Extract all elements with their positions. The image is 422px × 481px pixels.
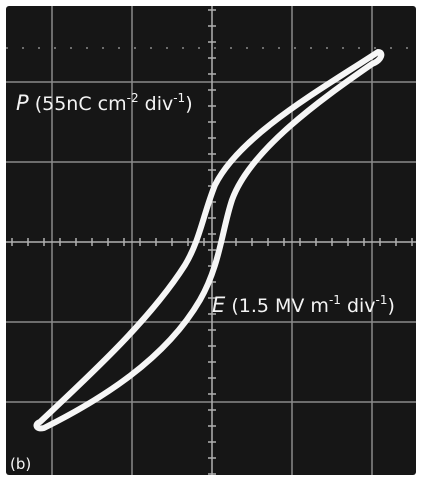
unit: (55nC cm	[35, 93, 127, 115]
y-axis-label: P (55nC cm-2 div-1)	[16, 91, 193, 115]
x-axis-label: E (1.5 MV m-1 div-1)	[212, 293, 395, 317]
exponent: -2	[127, 91, 139, 105]
panel-label: (b)	[10, 455, 31, 473]
oscilloscope-photo: P (55nC cm-2 div-1) E (1.5 MV m-1 div-1)…	[0, 0, 422, 481]
page: {"panel_label": "(b)", "y_label": {"symb…	[0, 0, 422, 481]
unit: )	[388, 295, 395, 317]
symbol: E	[212, 293, 226, 317]
symbol: P	[16, 91, 29, 115]
unit: div	[341, 295, 376, 317]
exponent: -1	[376, 293, 388, 307]
unit: (1.5 MV m	[231, 295, 329, 317]
exponent: -1	[173, 91, 185, 105]
unit: div	[139, 93, 174, 115]
exponent: -1	[329, 293, 341, 307]
unit: )	[185, 93, 192, 115]
